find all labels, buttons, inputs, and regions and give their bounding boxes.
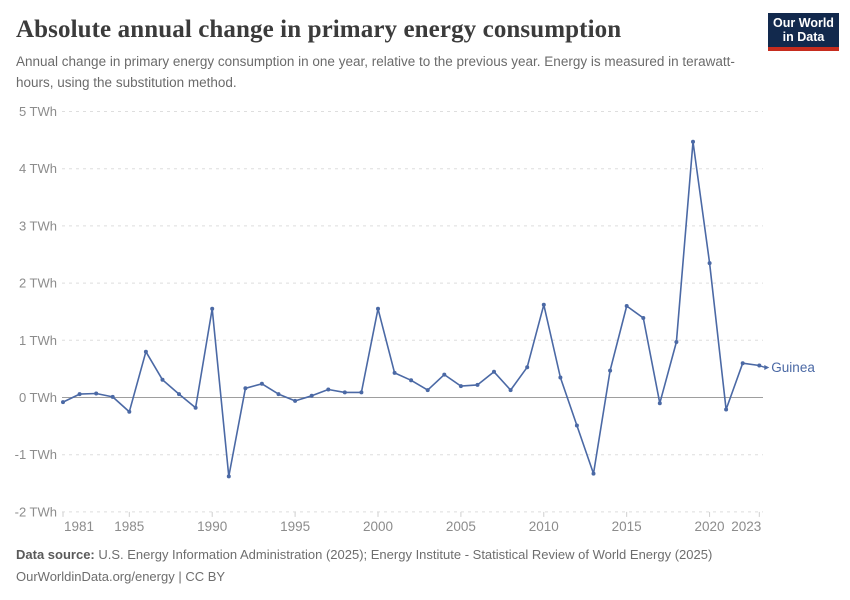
data-point[interactable] [61, 400, 65, 405]
data-point[interactable] [110, 394, 115, 399]
data-source-line: Data source: U.S. Energy Information Adm… [16, 544, 836, 566]
data-point[interactable] [293, 398, 298, 403]
y-axis-tick-label: 5 TWh [19, 104, 57, 119]
data-point[interactable] [492, 369, 496, 374]
data-point[interactable] [342, 390, 347, 395]
data-point[interactable] [392, 370, 397, 375]
data-point[interactable] [724, 407, 729, 412]
data-point[interactable] [591, 471, 596, 476]
data-point[interactable] [608, 368, 613, 373]
data-point[interactable] [143, 349, 148, 354]
chart-header: Absolute annual change in primary energy… [16, 14, 756, 93]
data-point[interactable] [210, 306, 215, 311]
data-point[interactable] [558, 375, 563, 380]
data-source-label: Data source: [16, 547, 95, 562]
data-point[interactable] [177, 392, 181, 397]
x-axis-tick-label: 2023 [731, 519, 761, 534]
y-axis-tick-label: 0 TWh [19, 390, 57, 405]
x-axis-tick-label: 1990 [197, 519, 227, 534]
data-point[interactable] [707, 261, 712, 266]
chart-footer: Data source: U.S. Energy Information Adm… [16, 544, 836, 588]
data-point[interactable] [309, 393, 314, 398]
data-point[interactable] [574, 423, 579, 428]
y-axis-tick-label: -1 TWh [15, 447, 57, 462]
x-axis-tick-label: 2000 [363, 519, 393, 534]
y-axis-tick-label: -2 TWh [15, 504, 57, 519]
data-point[interactable] [243, 386, 248, 391]
data-point[interactable] [425, 388, 430, 393]
owid-logo[interactable]: Our World in Data [768, 13, 839, 51]
data-point[interactable] [376, 306, 380, 311]
data-point[interactable] [226, 474, 231, 479]
data-point[interactable] [442, 372, 447, 377]
entity-label-arrow-icon [764, 364, 770, 370]
owid-logo-line1: Our World [773, 16, 834, 30]
data-point[interactable] [326, 387, 331, 392]
y-axis-tick-label: 2 TWh [19, 276, 57, 291]
owid-logo-line2: in Data [782, 30, 825, 44]
chart-subtitle: Annual change in primary energy consumpt… [16, 54, 735, 90]
data-point[interactable] [160, 377, 165, 382]
data-point[interactable] [657, 401, 662, 406]
data-point[interactable] [641, 316, 646, 320]
data-source-text: U.S. Energy Information Administration (… [94, 547, 713, 562]
data-point[interactable] [691, 139, 695, 144]
data-point[interactable] [508, 388, 513, 393]
page-title: Absolute annual change in primary energy… [16, 16, 622, 43]
data-point[interactable] [276, 392, 281, 397]
data-point[interactable] [359, 390, 364, 395]
license-link[interactable]: OurWorldinData.org/energy | CC BY [16, 569, 226, 584]
data-point[interactable] [740, 361, 745, 366]
data-point[interactable] [94, 391, 99, 396]
x-axis-tick-label: 1985 [114, 519, 144, 534]
y-axis-tick-label: 1 TWh [19, 333, 57, 348]
x-axis-tick-label: 1995 [280, 519, 310, 534]
y-axis-tick-label: 3 TWh [19, 218, 57, 233]
data-line-guinea[interactable] [62, 141, 761, 478]
x-axis-tick-label: 2020 [695, 519, 725, 534]
data-point[interactable] [674, 340, 679, 344]
entity-label[interactable]: Guinea [771, 360, 815, 375]
data-point[interactable] [475, 382, 480, 387]
y-axis-tick-label: 4 TWh [19, 161, 57, 176]
data-point[interactable] [458, 384, 463, 389]
data-point[interactable] [193, 405, 198, 410]
x-axis-tick-label: 1981 [64, 519, 94, 534]
data-point[interactable] [525, 365, 530, 370]
data-point[interactable] [77, 392, 82, 397]
data-point[interactable] [624, 304, 629, 308]
x-axis-tick-label: 2010 [529, 519, 559, 534]
data-point[interactable] [127, 409, 132, 414]
data-point[interactable] [409, 378, 414, 383]
data-point[interactable] [541, 302, 546, 307]
data-point[interactable] [259, 381, 264, 386]
x-axis-tick-label: 2015 [612, 519, 642, 534]
x-axis-tick-label: 2005 [446, 519, 476, 534]
